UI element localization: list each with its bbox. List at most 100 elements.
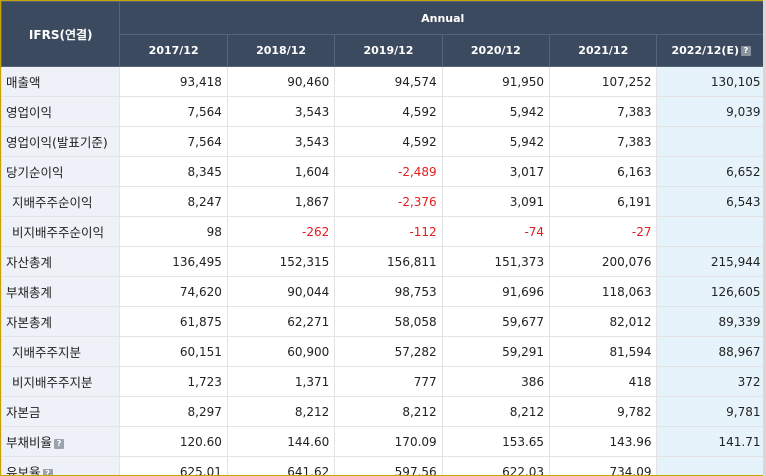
value-cell: 88,967	[656, 336, 765, 367]
value-cell: 215,944	[656, 246, 765, 277]
year-header: 2018/12	[226, 34, 336, 67]
table-row: 비지배주주순이익 98 -262 -112 -74 -27	[1, 216, 765, 247]
value-cell: 8,345	[119, 156, 228, 187]
value-cell: -27	[549, 216, 657, 247]
value-cell: 622.03	[441, 456, 550, 475]
year-header: 2017/12	[119, 34, 228, 67]
vertical-scrollbar[interactable]	[763, 0, 766, 476]
value-cell: 3,017	[441, 156, 550, 187]
question-icon[interactable]: ?	[42, 469, 53, 475]
value-cell: 91,950	[441, 66, 550, 97]
table-body: 매출액 93,418 90,460 94,574 91,950 107,252 130,10…	[1, 66, 765, 475]
value-cell: 152,315	[226, 246, 335, 277]
row-label: 자본총계	[1, 306, 120, 337]
value-cell: 59,291	[441, 336, 550, 367]
annual-header: Annual	[119, 1, 765, 35]
value-cell: 89,339	[656, 306, 765, 337]
table-row: 비지배주주지분 1,723 1,371 777 386 418 372	[1, 366, 765, 397]
year-header: 2019/12	[334, 34, 443, 67]
value-cell: 90,460	[226, 66, 335, 97]
value-cell: 170.09	[334, 426, 443, 457]
value-cell: 200,076	[549, 246, 657, 277]
table-row: 당기순이익 8,345 1,604 -2,489 3,017 6,163 6,652	[1, 156, 765, 187]
value-cell	[656, 126, 765, 157]
row-label: 부채총계	[1, 276, 120, 307]
value-cell: 7,383	[549, 96, 657, 127]
value-cell: 641.62	[226, 456, 335, 475]
value-cell: 6,543	[656, 186, 765, 217]
value-cell: 7,383	[549, 126, 657, 157]
value-cell: 59,677	[441, 306, 550, 337]
value-cell: 1,604	[226, 156, 335, 187]
value-cell: 136,495	[119, 246, 228, 277]
table-row: 유보율? 625.01 641.62 597.56 622.03 734.09	[1, 456, 765, 475]
value-cell: 91,696	[441, 276, 550, 307]
value-cell: 1,723	[119, 366, 228, 397]
row-label: 당기순이익	[1, 156, 120, 187]
value-cell: 90,044	[226, 276, 335, 307]
value-cell	[656, 216, 765, 247]
row-label: 비지배주주지분	[1, 366, 120, 397]
value-cell: 93,418	[119, 66, 228, 97]
value-cell: 62,271	[226, 306, 335, 337]
row-label: 영업이익	[1, 96, 120, 127]
value-cell: 1,867	[226, 186, 335, 217]
value-cell: 3,543	[226, 126, 335, 157]
row-label: 영업이익(발표기준)	[1, 126, 120, 157]
value-cell: 3,091	[441, 186, 550, 217]
table-row: 부채비율? 120.60 144.60 170.09 153.65 143.96 141.7…	[1, 426, 765, 457]
value-cell: 1,371	[226, 366, 335, 397]
value-cell: 4,592	[334, 126, 443, 157]
value-cell: -74	[441, 216, 550, 247]
year-header-estimate: 2022/12(E)?	[656, 34, 765, 67]
value-cell: 6,652	[656, 156, 765, 187]
value-cell: 151,373	[441, 246, 550, 277]
value-cell: 5,942	[441, 96, 550, 127]
table-row: 부채총계 74,620 90,044 98,753 91,696 118,063 126,6…	[1, 276, 765, 307]
value-cell: -262	[226, 216, 335, 247]
value-cell: 57,282	[334, 336, 443, 367]
value-cell: 61,875	[119, 306, 228, 337]
table-row: 자본금 8,297 8,212 8,212 8,212 9,782 9,781	[1, 396, 765, 427]
table-row: 지배주주순이익 8,247 1,867 -2,376 3,091 6,191 6,543	[1, 186, 765, 217]
value-cell: 3,543	[226, 96, 335, 127]
value-cell: 4,592	[334, 96, 443, 127]
value-cell: 8,212	[334, 396, 443, 427]
question-icon[interactable]: ?	[741, 46, 751, 56]
value-cell: 141.71	[656, 426, 765, 457]
value-cell: -112	[334, 216, 443, 247]
value-cell: 60,151	[119, 336, 228, 367]
value-cell: 7,564	[119, 96, 228, 127]
value-cell: 156,811	[334, 246, 443, 277]
value-cell: 386	[441, 366, 550, 397]
table-row: 지배주주지분 60,151 60,900 57,282 59,291 81,594 88,9…	[1, 336, 765, 367]
value-cell: 98	[119, 216, 228, 247]
row-label: 부채비율?	[1, 426, 120, 457]
value-cell: 734.09	[549, 456, 657, 475]
row-label: 매출액	[1, 66, 120, 97]
table-row: 영업이익(발표기준) 7,564 3,543 4,592 5,942 7,383	[1, 126, 765, 157]
value-cell: 625.01	[119, 456, 228, 475]
value-cell: 126,605	[656, 276, 765, 307]
row-label: 자산총계	[1, 246, 120, 277]
value-cell: 94,574	[334, 66, 443, 97]
value-cell: 60,900	[226, 336, 335, 367]
value-cell: 81,594	[549, 336, 657, 367]
row-label: 자본금	[1, 396, 120, 427]
value-cell: 372	[656, 366, 765, 397]
year-header: 2021/12	[549, 34, 658, 67]
value-cell: 5,942	[441, 126, 550, 157]
value-cell: 98,753	[334, 276, 443, 307]
value-cell: 107,252	[549, 66, 657, 97]
table-row: 매출액 93,418 90,460 94,574 91,950 107,252 130,10…	[1, 66, 765, 97]
value-cell: 82,012	[549, 306, 657, 337]
table-row: 자본총계 61,875 62,271 58,058 59,677 82,012 89,339	[1, 306, 765, 337]
value-cell: 120.60	[119, 426, 228, 457]
question-icon[interactable]: ?	[54, 439, 65, 449]
row-label: 지배주주순이익	[1, 186, 120, 217]
value-cell: 143.96	[549, 426, 657, 457]
value-cell: 8,247	[119, 186, 228, 217]
value-cell: 6,163	[549, 156, 657, 187]
